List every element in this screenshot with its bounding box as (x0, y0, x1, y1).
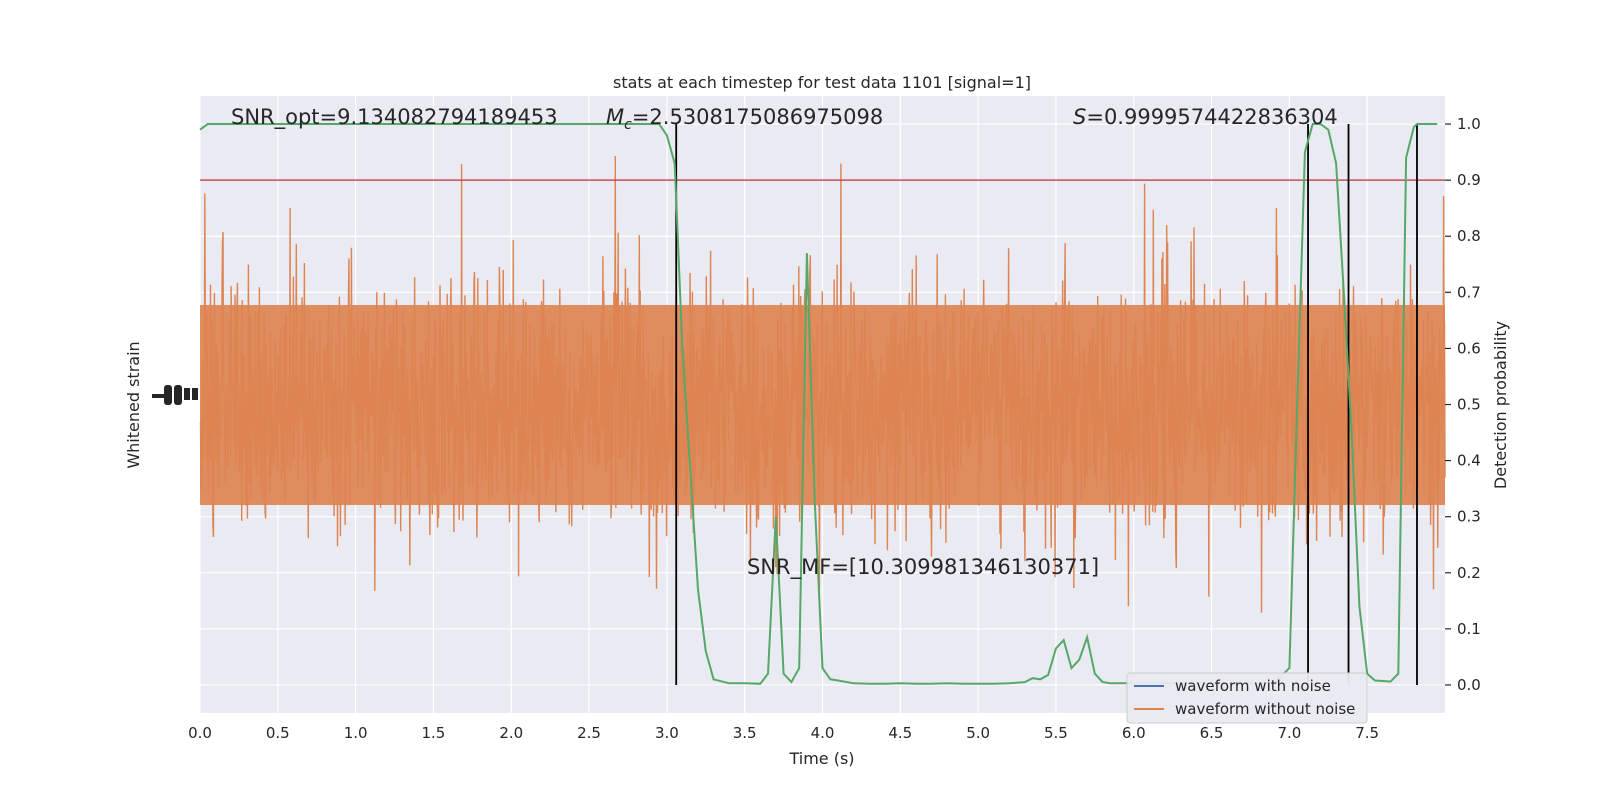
noise-layer (199, 156, 1446, 613)
y-tick-labels: 0.0 0.1 0.2 0.3 0.4 0.5 0.6 0.7 0.8 0.9 1.0 (1445, 115, 1481, 694)
left-axis-ticks-cluster (152, 385, 198, 405)
y-tick-label: 0.3 (1457, 508, 1481, 526)
noise-waveform-core (200, 305, 1445, 505)
s-score-annotation: S=0.9999574422836304 (1073, 105, 1338, 129)
x-tick-label: 4.0 (811, 724, 835, 742)
x-tick-label: 2.0 (499, 724, 523, 742)
y-tick-label: 0.0 (1457, 676, 1481, 694)
x-tick-label: 5.0 (966, 724, 990, 742)
x-tick-label: 0.0 (188, 724, 212, 742)
x-tick-label: 3.5 (733, 724, 757, 742)
x-tick-label: 3.0 (655, 724, 679, 742)
right-y-axis-label: Detection probability (1491, 321, 1510, 489)
chart-title: stats at each timestep for test data 110… (613, 73, 1031, 92)
x-tick-label: 0.5 (266, 724, 290, 742)
legend-label-with-noise: waveform with noise (1175, 677, 1331, 695)
y-tick-label: 1.0 (1457, 115, 1481, 133)
x-tick-label: 6.0 (1122, 724, 1146, 742)
x-tick-label: 4.5 (888, 724, 912, 742)
probability-series-line (199, 123, 1438, 685)
legend-box (1126, 672, 1368, 724)
x-tick-label: 7.0 (1277, 724, 1301, 742)
x-tick-label: 5.5 (1044, 724, 1068, 742)
chirp-mass-annotation: Mc=2.5308175086975098 (606, 105, 883, 133)
x-tick-label: 6.5 (1200, 724, 1224, 742)
snr-mf-annotation: SNR_MF=[10.309981346130371] (747, 555, 1099, 580)
left-y-axis-label: Whitened strain (124, 341, 143, 468)
x-tick-label: 1.0 (344, 724, 368, 742)
y-tick-label: 0.4 (1457, 452, 1481, 470)
y-tick-label: 0.2 (1457, 564, 1481, 582)
legend-label-without-noise: waveform without noise (1175, 700, 1355, 718)
snr-opt-annotation: SNR_opt=9.134082794189453 (231, 105, 558, 130)
x-axis-label: Time (s) (788, 749, 854, 768)
y-tick-label: 0.1 (1457, 620, 1481, 638)
y-tick-label: 0.6 (1457, 339, 1481, 357)
x-tick-label: 2.5 (577, 724, 601, 742)
y-tick-label: 0.9 (1457, 171, 1481, 189)
event-lines (675, 124, 1418, 685)
x-tick-label: 7.5 (1355, 724, 1379, 742)
y-tick-label: 0.5 (1457, 396, 1481, 414)
y-tick-label: 0.7 (1457, 283, 1481, 301)
y-tick-label: 0.8 (1457, 227, 1481, 245)
legend: waveform with noise waveform without noi… (1126, 672, 1368, 724)
x-tick-label: 1.5 (422, 724, 446, 742)
x-tick-labels: 0.0 0.5 1.0 1.5 2.0 2.5 3.0 3.5 4.0 4.5 5.0 5.5 6.0 6… (188, 724, 1379, 742)
